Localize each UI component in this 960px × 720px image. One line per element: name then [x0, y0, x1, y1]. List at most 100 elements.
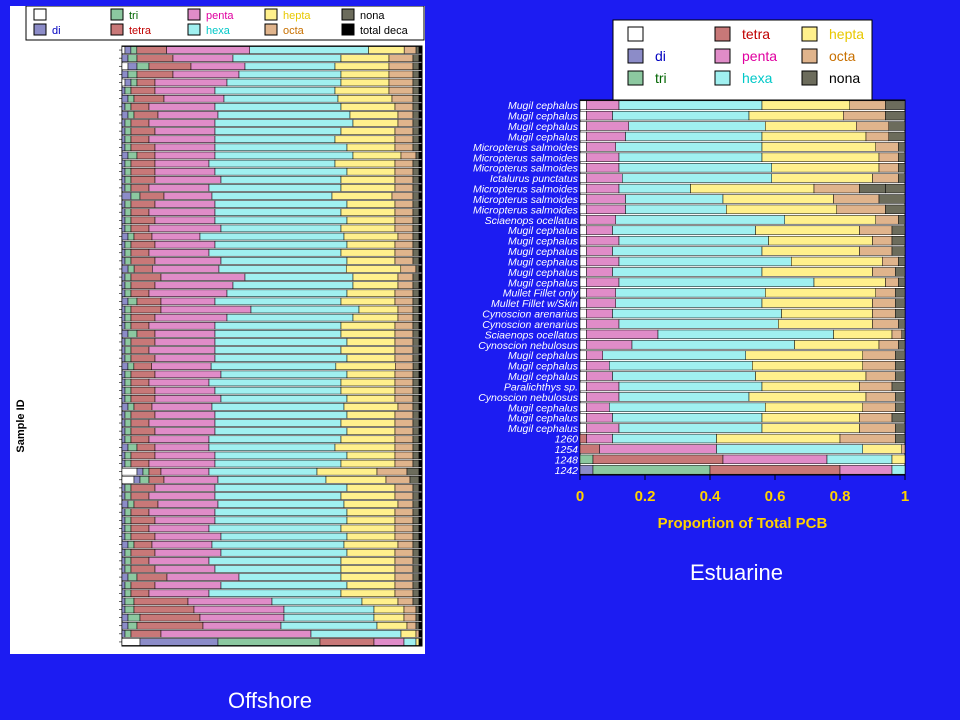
offshore-segment-hexa [214, 86, 336, 95]
offshore-segment-hexa [214, 459, 342, 468]
offshore-segment-tri [136, 62, 150, 70]
offshore-segment-deca [418, 540, 423, 549]
offshore-segment-octa [394, 208, 414, 216]
offshore-segment-octa [394, 370, 414, 379]
offshore-segment-hexa [403, 638, 417, 646]
offshore-segment-hexa [238, 70, 342, 79]
offshore-segment-tetra [130, 281, 156, 289]
estuarine-segment-mono [579, 194, 587, 204]
offshore-segment-tri [124, 257, 132, 265]
estuarine-segment-hexa [618, 235, 769, 246]
offshore-segment-octa [394, 257, 414, 265]
offshore-bar-row [119, 613, 423, 622]
offshore-segment-penta [154, 330, 216, 338]
offshore-segment-hepta [340, 435, 396, 443]
offshore-segment-penta [154, 565, 216, 573]
offshore-segment-di [121, 297, 129, 306]
offshore-segment-hepta [346, 532, 396, 541]
offshore-bar-row [119, 176, 423, 184]
offshore-segment-deca [418, 638, 423, 646]
offshore-segment-octa [394, 386, 414, 395]
offshore-segment-tri [124, 549, 132, 557]
estuarine-bar-row: Mugil cephalus [508, 423, 906, 435]
offshore-segment-tetra [136, 622, 204, 630]
estuarine-category-label: Cynoscion arenarius [482, 319, 578, 331]
offshore-segment-hepta [346, 516, 396, 525]
estuarine-segment-mono [579, 371, 587, 381]
offshore-segment-tri [124, 86, 132, 95]
offshore-segment-hexa [217, 111, 351, 119]
estuarine-segment-penta [586, 277, 620, 287]
estuarine-category-label: Micropterus salmoides [473, 194, 579, 206]
offshore-segment-deca [418, 630, 423, 638]
offshore-bar-row [119, 265, 423, 273]
offshore-segment-di [121, 394, 126, 403]
estuarine-segment-hexa [618, 392, 750, 402]
offshore-segment-tri [127, 111, 135, 119]
offshore-segment-hexa [250, 305, 360, 314]
offshore-segment-di [121, 419, 126, 427]
offshore-segment-hepta [346, 143, 396, 152]
offshore-bar-row [119, 597, 423, 606]
estuarine-segment-octa [839, 433, 896, 444]
offshore-segment-nona [412, 362, 420, 370]
estuarine-segment-hexa [612, 433, 717, 444]
offshore-segment-penta [154, 127, 216, 135]
estuarine-segment-penta [586, 204, 626, 215]
offshore-segment-nona [412, 184, 420, 192]
offshore-segment-octa [394, 159, 414, 168]
offshore-segment-di [121, 232, 129, 241]
offshore-segment-nona [412, 70, 420, 79]
offshore-segment-tri [127, 297, 138, 306]
estuarine-bar-row: Mugil cephalus [508, 371, 906, 383]
estuarine-segment-hepta [813, 277, 886, 287]
estuarine-segment-penta [586, 183, 620, 194]
estuarine-segment-penta [586, 110, 613, 121]
offshore-bar-row [119, 297, 423, 306]
offshore-segment-hepta [343, 232, 399, 241]
offshore-segment-nona [412, 330, 420, 338]
offshore-segment-tetra [130, 249, 150, 257]
offshore-segment-di [121, 167, 126, 176]
offshore-segment-di [121, 338, 126, 346]
estuarine-segment-octa [859, 381, 893, 392]
offshore-segment-nona [412, 94, 420, 103]
offshore-bar-row [119, 135, 423, 143]
estuarine-segment-hepta [752, 360, 863, 371]
offshore-segment-penta [151, 232, 201, 241]
offshore-segment-di [121, 613, 129, 622]
offshore-segment-hexa [226, 289, 348, 298]
estuarine-segment-penta [586, 392, 620, 402]
legend-item-nona: nona [341, 8, 385, 22]
offshore-segment-tetra [136, 297, 162, 306]
offshore-segment-deca [418, 435, 423, 443]
offshore-segment-octa [394, 443, 414, 452]
offshore-bar-row [119, 411, 423, 419]
offshore-segment-penta [148, 249, 210, 257]
offshore-segment-tetra [130, 557, 150, 565]
offshore-segment-tri [127, 94, 135, 103]
offshore-segment-nona [412, 167, 420, 176]
offshore-segment-hexa [211, 540, 345, 549]
offshore-segment-tri [124, 605, 135, 614]
offshore-segment-hexa [214, 419, 342, 427]
estuarine-segment-nona [898, 152, 906, 162]
offshore-segment-tetra [133, 500, 159, 508]
estuarine-segment-octa [859, 413, 893, 423]
offshore-segment-nona [412, 159, 420, 168]
offshore-segment-nona [412, 192, 420, 200]
offshore-segment-hexa [208, 249, 342, 257]
offshore-segment-tri [124, 281, 132, 289]
estuarine-segment-hepta [748, 392, 867, 402]
offshore-ylabel: Sample ID [15, 399, 27, 452]
estuarine-segment-nona [898, 319, 906, 329]
estuarine-bar-row: Micropterus salmoides [473, 194, 906, 206]
estuarine-category-label: Mugil cephalus [508, 277, 579, 289]
offshore-segment-nona [412, 305, 420, 314]
offshore-segment-deca [418, 78, 423, 87]
offshore-segment-nona [412, 297, 420, 306]
estuarine-segment-hepta [748, 110, 844, 121]
offshore-segment-hexa [214, 119, 354, 127]
offshore-segment-nona [412, 200, 420, 208]
offshore-segment-octa [397, 597, 414, 606]
